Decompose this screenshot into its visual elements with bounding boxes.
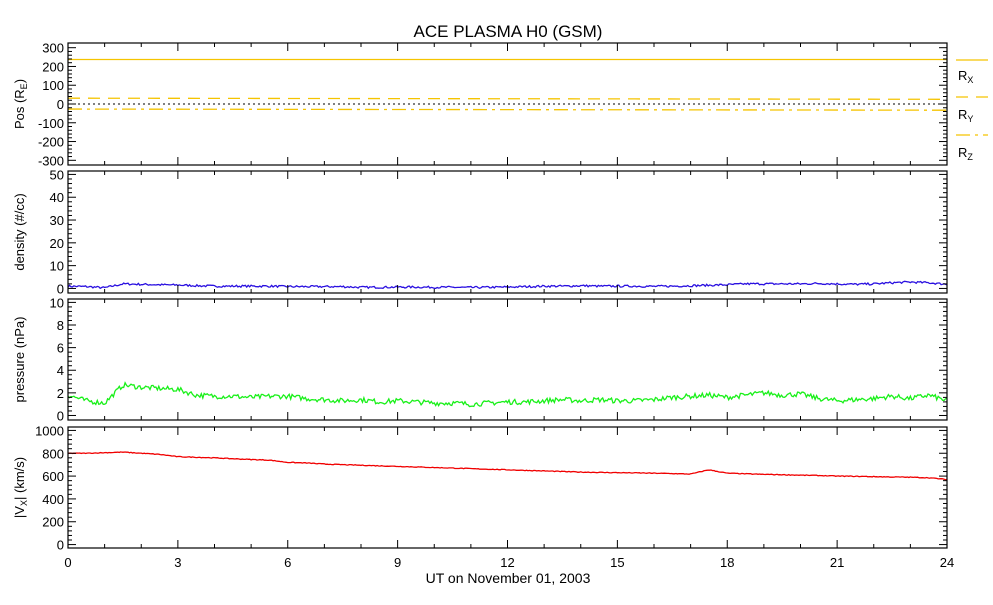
y-axis-label: Pos (RE) <box>12 79 29 129</box>
y-tick-label: -100 <box>38 116 64 131</box>
y-tick-label: 10 <box>50 295 64 310</box>
series-line-ry <box>68 97 947 100</box>
y-tick-label: 8 <box>57 318 64 333</box>
legend-label-text: R <box>958 68 967 83</box>
y-tick-label: 0 <box>57 408 64 423</box>
y-tick-label: 0 <box>57 538 64 553</box>
y-tick-label: 1000 <box>35 423 64 438</box>
y-tick-label: 0 <box>57 97 64 112</box>
panel-1: 50 40 30 20 10 0 density (#/cc) <box>12 167 948 296</box>
y-tick-label: -200 <box>38 135 64 150</box>
y-tick-label: 300 <box>42 41 64 56</box>
y-tick-label: 2 <box>57 386 64 401</box>
legend-label-x: RX <box>958 68 973 85</box>
panel-frame <box>67 426 948 549</box>
series-line-pressure <box>68 381 947 408</box>
y-axis-label-text: |V <box>12 506 27 518</box>
y-axis-label-text: Pos (R <box>12 89 27 129</box>
panel-3: 1000 800 600 400 200 0 |VX| (km/s) <box>12 423 948 553</box>
x-tick-label: 9 <box>394 555 401 570</box>
x-tick-label: 3 <box>174 555 181 570</box>
y-axis-label: density (#/cc) <box>12 193 27 270</box>
y-axis-label: |VX| (km/s) <box>12 457 29 518</box>
y-tick-label: 50 <box>50 167 64 182</box>
y-tick-label: -300 <box>38 153 64 168</box>
x-tick-label: 18 <box>720 555 734 570</box>
legend-label-text: R <box>958 145 967 160</box>
legend-label-z: RZ <box>958 145 973 162</box>
y-tick-label: 6 <box>57 341 64 356</box>
panel-0: 300 200 100 0 -100 -200 -300 Pos (RE) <box>12 41 948 168</box>
x-tick-label: 24 <box>940 555 954 570</box>
y-tick-label: 600 <box>42 469 64 484</box>
y-axis-label-subscript: E <box>19 83 29 89</box>
y-axis-label-subscript: X <box>19 500 29 506</box>
x-tick-label: 12 <box>500 555 514 570</box>
legend-label-text: R <box>958 107 967 122</box>
panel-2: 10 8 6 4 2 0 pressure (nPa) <box>12 295 948 423</box>
legend-label-y: RY <box>958 107 973 124</box>
y-tick-label: 4 <box>57 363 64 378</box>
y-axis-label-text: density (#/cc) <box>12 193 27 270</box>
y-tick-label: 0 <box>57 281 64 296</box>
legend-label-subscript: Z <box>967 152 973 162</box>
x-tick-label: 0 <box>64 555 71 570</box>
chart-title: ACE PLASMA H0 (GSM) <box>414 22 603 41</box>
y-tick-label: 200 <box>42 59 64 74</box>
y-axis-label-text: pressure (nPa) <box>12 317 27 403</box>
panel-frame <box>67 170 948 294</box>
legend-label-subscript: Y <box>967 114 973 124</box>
y-tick-label: 400 <box>42 492 64 507</box>
y-tick-label: 200 <box>42 515 64 530</box>
y-tick-label: 30 <box>50 213 64 228</box>
y-tick-label: 100 <box>42 78 64 93</box>
series-line-vx <box>68 451 947 481</box>
x-axis-label: UT on November 01, 2003 <box>426 570 591 586</box>
series-line-rz <box>68 108 947 111</box>
y-tick-label: 800 <box>42 446 64 461</box>
y-tick-label: 10 <box>50 259 64 274</box>
x-tick-label: 15 <box>610 555 624 570</box>
legend-label-subscript: X <box>967 75 973 85</box>
y-tick-label: 40 <box>50 190 64 205</box>
y-axis-label-end: | (km/s) <box>12 457 27 500</box>
x-tick-label: 21 <box>830 555 844 570</box>
y-tick-label: 20 <box>50 236 64 251</box>
y-axis-label-end: ) <box>12 79 27 83</box>
x-tick-label: 6 <box>284 555 291 570</box>
y-axis-label: pressure (nPa) <box>12 317 27 403</box>
